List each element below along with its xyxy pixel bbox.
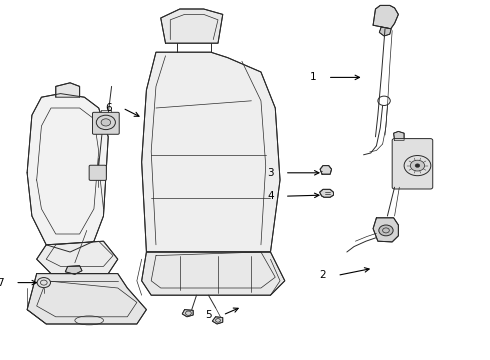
Polygon shape xyxy=(27,94,108,252)
Polygon shape xyxy=(142,252,285,295)
Polygon shape xyxy=(142,52,280,252)
Circle shape xyxy=(101,119,111,126)
Circle shape xyxy=(379,225,393,236)
Polygon shape xyxy=(37,241,118,274)
Circle shape xyxy=(37,278,50,288)
Text: 2: 2 xyxy=(319,270,326,280)
Text: 3: 3 xyxy=(267,168,274,178)
Polygon shape xyxy=(182,310,193,317)
FancyBboxPatch shape xyxy=(89,165,106,180)
Polygon shape xyxy=(56,83,79,97)
Circle shape xyxy=(410,160,425,171)
Polygon shape xyxy=(212,317,223,324)
Polygon shape xyxy=(373,218,398,242)
Text: 4: 4 xyxy=(267,191,274,201)
FancyBboxPatch shape xyxy=(93,112,119,134)
Polygon shape xyxy=(373,5,398,29)
FancyBboxPatch shape xyxy=(392,139,433,189)
Circle shape xyxy=(415,164,420,167)
Text: 7: 7 xyxy=(0,278,4,288)
Polygon shape xyxy=(27,274,147,324)
Polygon shape xyxy=(161,9,223,43)
Text: 6: 6 xyxy=(105,103,112,113)
Polygon shape xyxy=(379,27,391,36)
Polygon shape xyxy=(320,166,332,174)
Text: 1: 1 xyxy=(310,72,317,82)
Polygon shape xyxy=(319,189,334,197)
Text: 5: 5 xyxy=(205,310,212,320)
Polygon shape xyxy=(393,131,404,140)
Polygon shape xyxy=(65,266,82,274)
